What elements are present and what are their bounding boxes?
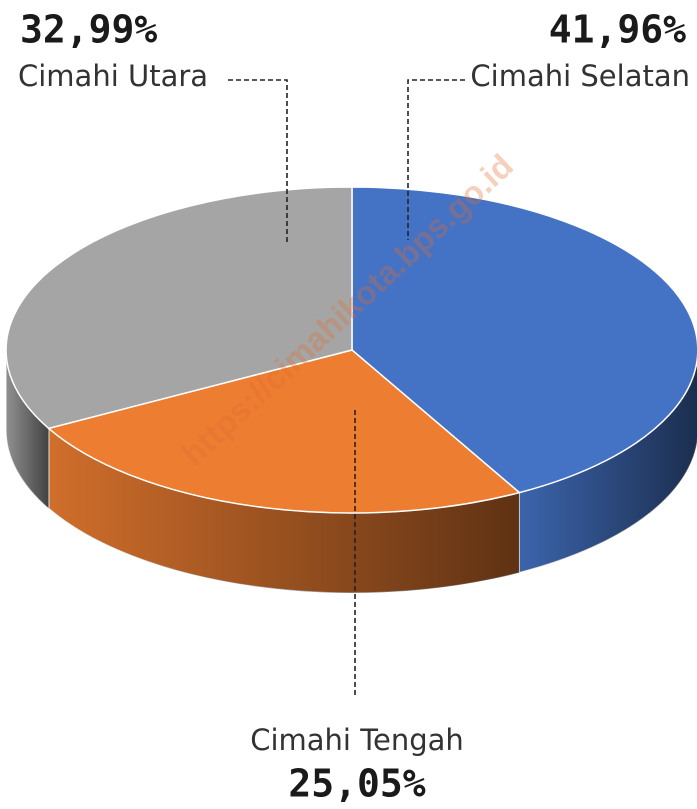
category-label: Cimahi Utara: [18, 59, 208, 93]
slice-side-shade: [6, 350, 49, 509]
slice-side-shade: [48, 428, 520, 593]
slice: [5, 186, 353, 430]
slice: [47, 349, 521, 514]
category-label: Cimahi Tengah: [250, 723, 464, 757]
leader-line: [407, 79, 465, 240]
value-label: 32,99%: [20, 8, 157, 52]
category-label: Cimahi Selatan: [470, 59, 690, 93]
slice: [351, 186, 697, 494]
value-label: 41,96%: [549, 8, 686, 52]
leader-line: [228, 79, 288, 242]
slice-side-shade: [519, 361, 697, 573]
labels: Cimahi Selatan 41,96% Cimahi Tengah 25,05% C…: [18, 8, 690, 806]
pie: [5, 186, 697, 594]
value-label: 25,05%: [288, 762, 425, 806]
